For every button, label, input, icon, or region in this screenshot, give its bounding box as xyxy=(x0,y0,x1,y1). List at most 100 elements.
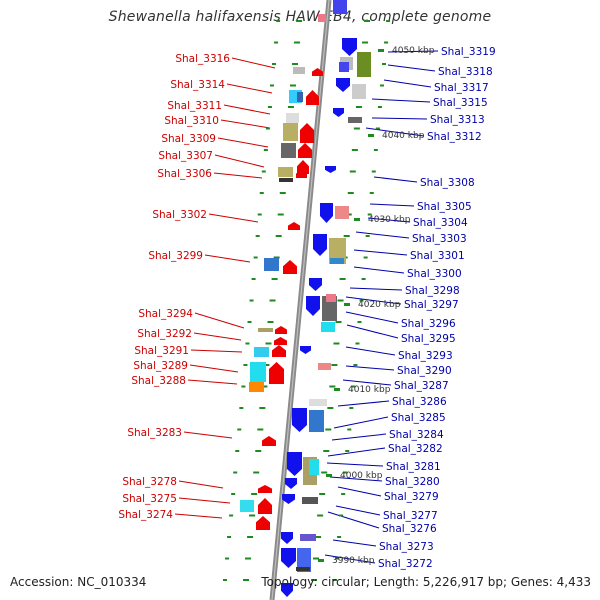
gene-label-shal-3281[interactable]: Shal_3281 xyxy=(386,461,441,473)
forward-gene-arrow[interactable] xyxy=(306,296,320,316)
gene-label-shal-3284[interactable]: Shal_3284 xyxy=(389,429,444,441)
reverse-gene-arrow[interactable] xyxy=(296,170,307,178)
gene-label-shal-3280[interactable]: Shal_3280 xyxy=(385,476,440,488)
gene-label-shal-3303[interactable]: Shal_3303 xyxy=(412,233,467,245)
gene-label-shal-3274[interactable]: Shal_3274 xyxy=(118,509,173,521)
reverse-gene-arrow[interactable] xyxy=(269,362,284,384)
forward-gene-arrow[interactable] xyxy=(320,203,333,223)
gene-label-shal-3302[interactable]: Shal_3302 xyxy=(152,209,207,221)
feature-block[interactable] xyxy=(357,52,371,77)
gene-label-shal-3283[interactable]: Shal_3283 xyxy=(127,427,182,439)
gene-label-shal-3300[interactable]: Shal_3300 xyxy=(407,268,462,280)
forward-gene-arrow[interactable] xyxy=(281,532,293,544)
feature-block[interactable] xyxy=(335,206,349,219)
gene-label-shal-3296[interactable]: Shal_3296 xyxy=(401,318,456,330)
reverse-gene-arrow[interactable] xyxy=(297,160,309,174)
forward-gene-arrow[interactable] xyxy=(325,166,336,173)
gene-label-shal-3314[interactable]: Shal_3314 xyxy=(170,79,225,91)
feature-block[interactable] xyxy=(293,67,305,74)
forward-gene-arrow[interactable] xyxy=(300,346,311,354)
feature-block[interactable] xyxy=(283,123,298,141)
gene-label-shal-3287[interactable]: Shal_3287 xyxy=(394,380,449,392)
gene-label-shal-3308[interactable]: Shal_3308 xyxy=(420,177,475,189)
feature-block[interactable] xyxy=(302,497,318,504)
forward-gene-arrow[interactable] xyxy=(282,494,295,504)
feature-block[interactable] xyxy=(240,500,254,512)
feature-block[interactable] xyxy=(300,534,316,541)
feature-block[interactable] xyxy=(297,548,311,572)
feature-block[interactable] xyxy=(264,258,279,271)
reverse-gene-arrow[interactable] xyxy=(258,498,272,514)
gene-label-shal-3288[interactable]: Shal_3288 xyxy=(131,375,186,387)
gene-label-shal-3318[interactable]: Shal_3318 xyxy=(438,66,493,78)
reverse-gene-arrow[interactable] xyxy=(274,337,287,345)
feature-block[interactable] xyxy=(254,347,269,357)
feature-block[interactable] xyxy=(258,328,273,332)
gene-label-shal-3295[interactable]: Shal_3295 xyxy=(401,333,456,345)
reverse-gene-arrow[interactable] xyxy=(312,68,323,76)
feature-block[interactable] xyxy=(339,62,349,72)
gene-label-shal-3293[interactable]: Shal_3293 xyxy=(398,350,453,362)
feature-block[interactable] xyxy=(309,410,324,432)
gene-label-shal-3278[interactable]: Shal_3278 xyxy=(122,476,177,488)
forward-gene-arrow[interactable] xyxy=(285,478,297,489)
feature-block[interactable] xyxy=(326,294,336,302)
gene-label-shal-3310[interactable]: Shal_3310 xyxy=(164,115,219,127)
reverse-gene-arrow[interactable] xyxy=(288,222,300,230)
gene-label-shal-3282[interactable]: Shal_3282 xyxy=(388,443,443,455)
gene-label-shal-3289[interactable]: Shal_3289 xyxy=(133,360,188,372)
feature-block[interactable] xyxy=(249,382,264,392)
forward-gene-arrow[interactable] xyxy=(281,548,296,568)
gene-label-shal-3301[interactable]: Shal_3301 xyxy=(410,250,465,262)
gene-label-shal-3306[interactable]: Shal_3306 xyxy=(157,168,212,180)
gene-label-shal-3298[interactable]: Shal_3298 xyxy=(405,285,460,297)
gene-label-shal-3291[interactable]: Shal_3291 xyxy=(134,345,189,357)
gene-label-shal-3276[interactable]: Shal_3276 xyxy=(382,523,437,535)
gene-label-shal-3277[interactable]: Shal_3277 xyxy=(383,510,438,522)
gene-label-shal-3294[interactable]: Shal_3294 xyxy=(138,308,193,320)
feature-block[interactable] xyxy=(250,362,266,382)
feature-block[interactable] xyxy=(281,143,296,158)
forward-gene-arrow[interactable] xyxy=(333,108,344,117)
reverse-gene-arrow[interactable] xyxy=(262,436,276,446)
gene-label-shal-3309[interactable]: Shal_3309 xyxy=(161,133,216,145)
reverse-gene-arrow[interactable] xyxy=(283,260,297,274)
gene-label-shal-3305[interactable]: Shal_3305 xyxy=(417,201,472,213)
reverse-gene-arrow[interactable] xyxy=(256,516,270,530)
gene-label-shal-3286[interactable]: Shal_3286 xyxy=(392,396,447,408)
feature-block[interactable] xyxy=(297,92,303,102)
feature-block[interactable] xyxy=(279,178,293,182)
forward-gene-arrow[interactable] xyxy=(309,278,322,291)
feature-block[interactable] xyxy=(321,322,335,332)
feature-block[interactable] xyxy=(322,296,337,321)
gene-label-shal-3279[interactable]: Shal_3279 xyxy=(384,491,439,503)
reverse-gene-arrow[interactable] xyxy=(298,143,312,158)
feature-block[interactable] xyxy=(309,459,319,475)
gene-label-shal-3297[interactable]: Shal_3297 xyxy=(404,299,459,311)
gene-label-shal-3273[interactable]: Shal_3273 xyxy=(379,541,434,553)
gene-label-shal-3316[interactable]: Shal_3316 xyxy=(175,53,230,65)
forward-gene-arrow[interactable] xyxy=(281,583,293,597)
reverse-gene-arrow[interactable] xyxy=(275,326,287,334)
forward-gene-arrow[interactable] xyxy=(287,452,302,476)
feature-block[interactable] xyxy=(318,363,331,370)
gene-label-shal-3319[interactable]: Shal_3319 xyxy=(441,46,496,58)
reverse-gene-arrow[interactable] xyxy=(306,90,319,105)
gene-label-shal-3290[interactable]: Shal_3290 xyxy=(397,365,452,377)
gene-label-shal-3299[interactable]: Shal_3299 xyxy=(148,250,203,262)
reverse-gene-arrow[interactable] xyxy=(272,345,286,357)
gene-label-shal-3312[interactable]: Shal_3312 xyxy=(427,131,482,143)
forward-gene-arrow[interactable] xyxy=(292,408,307,432)
feature-block[interactable] xyxy=(296,567,310,571)
forward-gene-arrow[interactable] xyxy=(313,234,327,256)
gene-label-shal-3317[interactable]: Shal_3317 xyxy=(434,82,489,94)
reverse-gene-arrow[interactable] xyxy=(258,485,272,493)
feature-block[interactable] xyxy=(278,167,293,177)
gene-label-shal-3307[interactable]: Shal_3307 xyxy=(158,150,213,162)
forward-gene-arrow[interactable] xyxy=(336,78,350,92)
gene-label-shal-3285[interactable]: Shal_3285 xyxy=(391,412,446,424)
reverse-gene-arrow[interactable] xyxy=(300,123,314,143)
gene-label-shal-3292[interactable]: Shal_3292 xyxy=(137,328,192,340)
gene-label-shal-3275[interactable]: Shal_3275 xyxy=(122,493,177,505)
